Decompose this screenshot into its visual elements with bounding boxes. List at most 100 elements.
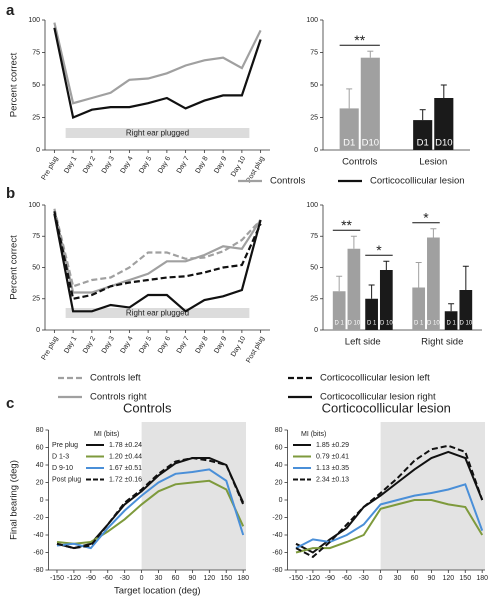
x-tick-label: -60 <box>342 575 352 582</box>
x-tick-label: 0 <box>140 575 144 582</box>
x-tick-label: Day 4 <box>119 155 134 174</box>
y-tick-label: 0 <box>314 147 318 154</box>
series-line <box>295 483 484 549</box>
y-tick-label: 0 <box>36 327 40 334</box>
x-tick-label: 0 <box>379 575 383 582</box>
chart-title: Controls <box>123 400 172 415</box>
panel-label: c <box>6 395 14 412</box>
plug-band <box>65 308 250 318</box>
bar <box>365 298 378 330</box>
x-tick-label: 60 <box>172 575 180 582</box>
series-line <box>295 444 484 559</box>
y-tick-label: 20 <box>275 479 283 486</box>
y-tick-label: -40 <box>33 532 43 539</box>
significance: * <box>376 242 382 258</box>
y-tick-label: 25 <box>310 296 318 303</box>
y-tick-label: -80 <box>272 567 282 574</box>
x-tick-label: -150 <box>50 575 64 582</box>
legend-label: D 1-3 <box>52 453 69 460</box>
bar <box>347 248 361 330</box>
y-tick-label: 60 <box>275 444 283 451</box>
y-tick-label: 40 <box>36 462 44 469</box>
y-tick-label: 25 <box>32 114 40 121</box>
significance: * <box>423 209 429 225</box>
bar <box>360 57 380 151</box>
x-tick-label: Day 5 <box>138 335 153 354</box>
x-tick-label: Lesion <box>419 157 447 168</box>
bar-label: D 1 <box>446 321 456 327</box>
legend-label: Corticocollicular lesion right <box>320 392 436 403</box>
series-line <box>53 22 262 105</box>
legend-label: Post plug <box>52 476 81 483</box>
y-tick-label: -80 <box>33 567 43 574</box>
bar-label: D 1 <box>367 321 377 327</box>
x-tick-label: Day 6 <box>157 155 172 174</box>
x-tick-label: Day 1 <box>63 155 78 174</box>
bar <box>412 287 426 330</box>
y-tick-label: 60 <box>36 444 44 451</box>
series-line <box>53 27 262 120</box>
x-tick-label: -90 <box>86 575 96 582</box>
y-tick-label: 75 <box>310 49 318 56</box>
x-tick-label: Day 2 <box>82 155 97 174</box>
legend-label: Corticocollicular lesion <box>370 176 465 187</box>
bar-label: D 10 <box>427 321 440 327</box>
bar-label: D 10 <box>380 321 393 327</box>
y-tick-label: -60 <box>272 549 282 556</box>
y-tick-label: 100 <box>28 202 40 209</box>
y-tick-label: 25 <box>32 296 40 303</box>
series-line <box>56 457 245 550</box>
y-tick-label: 50 <box>32 82 40 89</box>
shaded-region <box>380 422 485 570</box>
panel-label: a <box>6 2 15 19</box>
x-tick-label: Pre plug <box>41 155 60 181</box>
significance: ** <box>354 32 365 48</box>
legend-mi: 1.72 ±0.16 <box>109 476 142 483</box>
x-tick-label: 90 <box>188 575 196 582</box>
x-tick-label: Day 8 <box>194 335 209 354</box>
x-tick-label: -120 <box>306 575 320 582</box>
y-tick-label: 80 <box>275 427 283 434</box>
y-tick-label: 20 <box>36 479 44 486</box>
panel-label: b <box>6 185 15 202</box>
y-tick-label: -20 <box>33 514 43 521</box>
x-tick-label: Pre plug <box>41 335 60 361</box>
legend-mi: 2.34 ±0.13 <box>316 476 349 483</box>
bar-label: D 10 <box>459 321 472 327</box>
bar <box>434 98 454 150</box>
y-tick-label: 50 <box>310 82 318 89</box>
y-tick-label: 40 <box>275 462 283 469</box>
x-tick-label: Day 10 <box>230 335 247 358</box>
x-tick-label: Day 9 <box>213 335 228 354</box>
y-tick-label: 75 <box>32 233 40 240</box>
x-tick-label: Right side <box>421 337 463 348</box>
y-tick-label: 0 <box>279 497 283 504</box>
band-label: Right ear plugged <box>126 129 189 138</box>
x-tick-label: Post plug <box>245 155 266 184</box>
x-tick-label: Day 7 <box>176 335 191 354</box>
bar-label: D1 <box>417 138 429 149</box>
bar-label: D 10 <box>348 321 361 327</box>
x-tick-label: 150 <box>459 575 471 582</box>
significance: ** <box>341 217 352 233</box>
legend-mi: 1.85 ±0.29 <box>316 442 349 449</box>
y-tick-label: 100 <box>306 202 318 209</box>
x-tick-label: Day 4 <box>119 335 134 354</box>
y-tick-label: 0 <box>40 497 44 504</box>
legend-label: D 9-10 <box>52 465 73 472</box>
x-tick-label: 60 <box>411 575 419 582</box>
y-axis-label: Percent correct <box>9 235 20 300</box>
legend-mi: 1.20 ±0.44 <box>109 453 142 460</box>
x-tick-label: Day 8 <box>194 155 209 174</box>
x-tick-label: 30 <box>394 575 402 582</box>
x-tick-label: -150 <box>289 575 303 582</box>
x-tick-label: 180 <box>476 575 488 582</box>
series-line <box>56 456 245 550</box>
x-axis-label: Target location (deg) <box>114 586 201 597</box>
y-tick-label: 25 <box>310 114 318 121</box>
x-tick-label: Day 1 <box>63 335 78 354</box>
x-tick-label: -30 <box>120 575 130 582</box>
x-tick-label: Post plug <box>245 335 266 364</box>
x-tick-label: 180 <box>237 575 249 582</box>
x-tick-label: Day 9 <box>213 155 228 174</box>
